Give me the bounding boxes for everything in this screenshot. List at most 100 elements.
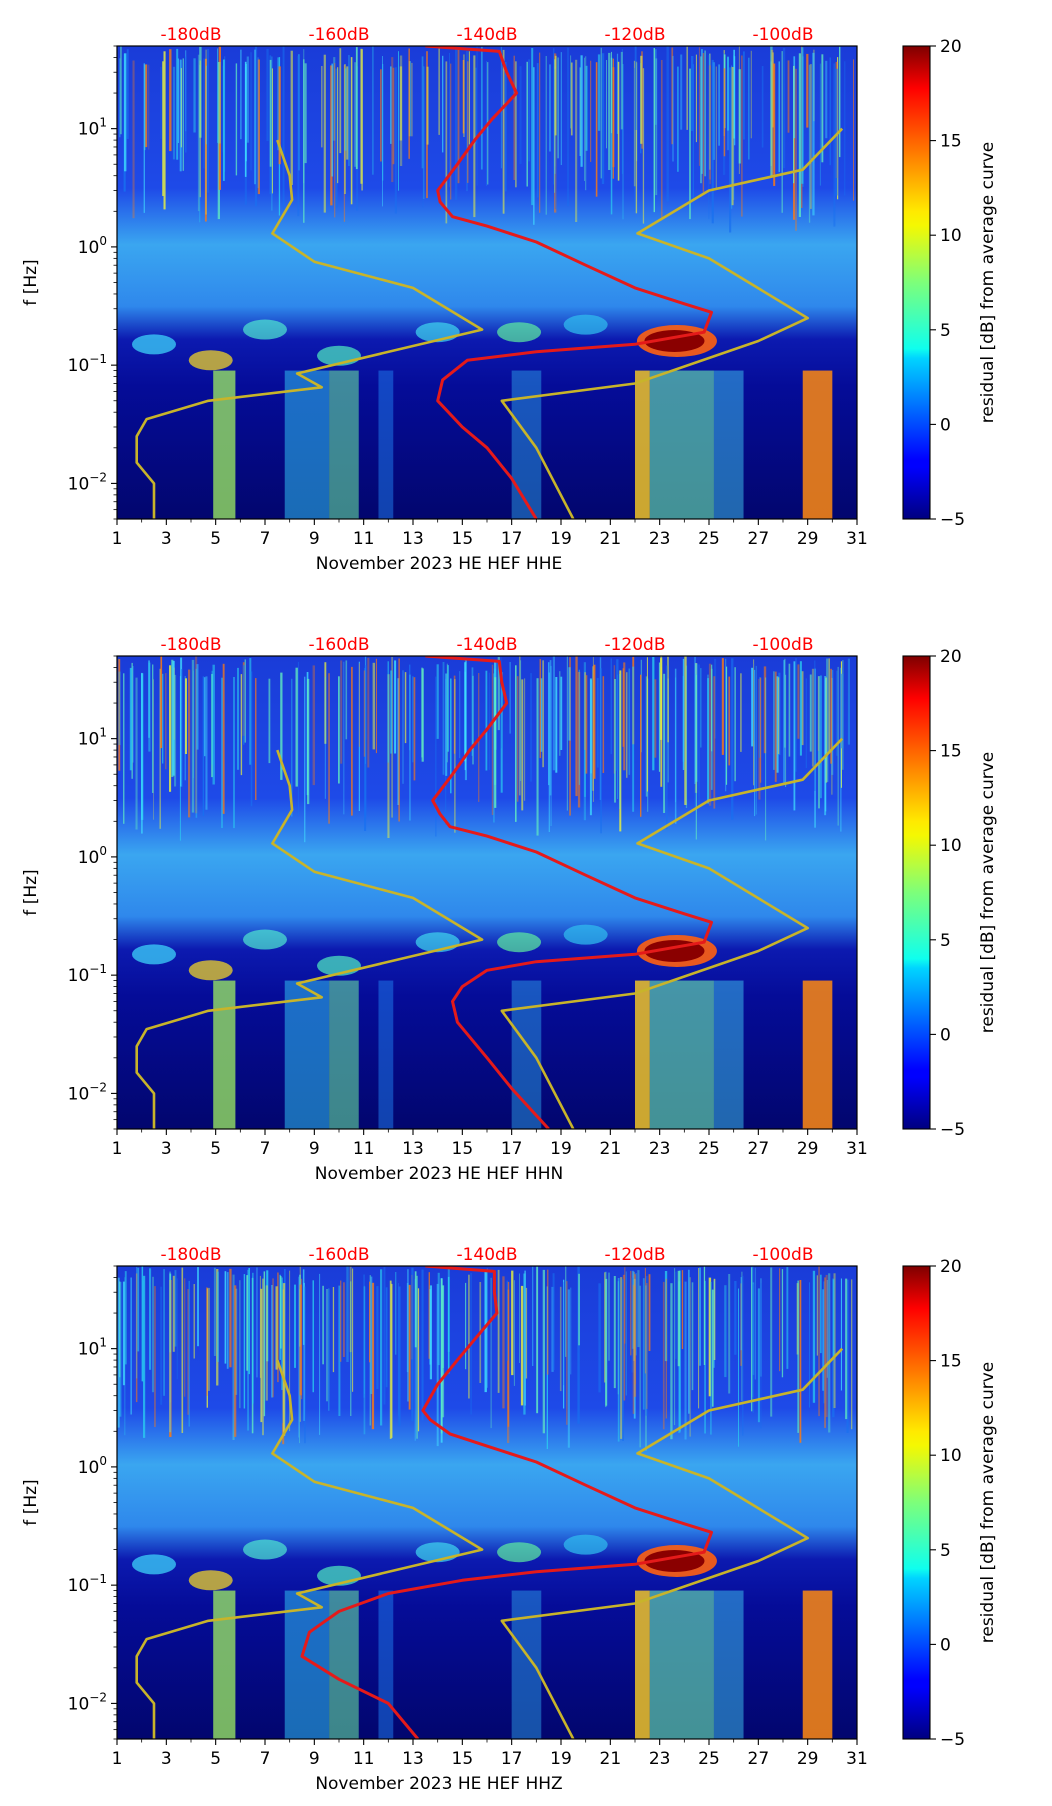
top-db-label: -120dB	[604, 25, 665, 45]
y-tick-label: 10−2	[68, 1690, 107, 1714]
colorbar-tick-label: 5	[940, 931, 951, 951]
heatmap-image	[117, 1266, 857, 1739]
x-tick-label: 29	[797, 529, 819, 549]
x-tick-label: 23	[649, 1139, 671, 1159]
x-tick-label: 31	[846, 529, 868, 549]
x-tick-label: 13	[402, 1749, 424, 1769]
y-tick-exponent: −1	[89, 352, 107, 366]
colorbar-frame	[902, 655, 931, 1130]
colorbar-tick-label: 5	[940, 321, 951, 341]
y-tick-exponent: −2	[89, 1080, 107, 1094]
x-tick-label: 23	[649, 529, 671, 549]
y-tick-label: 10−2	[68, 1080, 107, 1104]
y-tick-base: 10	[68, 1084, 90, 1104]
x-tick-label: 7	[260, 529, 271, 549]
colorbar-label: residual [dB] from average curve	[978, 1362, 998, 1643]
x-tick-label: 21	[600, 1749, 622, 1769]
top-db-label: -160dB	[308, 1245, 369, 1265]
x-axis: 1 3 5 7 9 11 13 15 17 19 21 23 25 27 29 31	[112, 1129, 868, 1159]
x-tick-label: 25	[698, 1139, 720, 1159]
top-db-label: -120dB	[604, 635, 665, 655]
y-tick-base: 10	[68, 1694, 90, 1714]
colorbar-label: residual [dB] from average curve	[978, 752, 998, 1033]
colorbar-tick-label: 20	[940, 647, 962, 667]
x-tick-label: 25	[698, 529, 720, 549]
y-tick-base: 10	[68, 1576, 90, 1596]
y-tick-exponent: 0	[99, 844, 107, 858]
y-tick-exponent: −1	[89, 962, 107, 976]
y-tick-label: 101	[78, 116, 107, 140]
top-db-label: -100dB	[752, 25, 813, 45]
x-tick-label: 27	[748, 1749, 770, 1769]
x-tick-label: 15	[452, 1139, 474, 1159]
colorbar-tick-label: 10	[940, 226, 962, 246]
noise-model-curve-1	[135, 139, 484, 519]
x-tick-label: 11	[353, 1139, 375, 1159]
x-tick-label: 13	[402, 529, 424, 549]
colorbar-tick-label: −5	[940, 1120, 965, 1140]
x-tick-label: 31	[846, 1749, 868, 1769]
colorbar-tick-label: 20	[940, 1257, 962, 1277]
noise-model-curve-2	[500, 127, 844, 519]
x-axis-label: November 2023 HE HEF HHE	[316, 554, 562, 574]
x-tick-label: 31	[846, 1139, 868, 1159]
y-axis-label: f [Hz]	[21, 1479, 41, 1525]
y-tick-base: 10	[78, 848, 100, 868]
x-tick-label: 17	[501, 1139, 523, 1159]
top-db-label: -120dB	[604, 1245, 665, 1265]
colorbar: 20 15 10 5 0 −5 residual [dB] from average cur…	[902, 647, 998, 1140]
colorbar-tick-label: 20	[940, 37, 962, 57]
heatmap-image	[117, 656, 857, 1129]
x-axis: 1 3 5 7 9 11 13 15 17 19 21 23 25 27 29 31	[112, 1739, 868, 1769]
x-tick-label: 27	[748, 1139, 770, 1159]
y-tick-label: 101	[78, 1336, 107, 1360]
x-tick-label: 9	[309, 529, 320, 549]
x-axis-label: November 2023 HE HEF HHN	[315, 1164, 563, 1184]
y-tick-base: 10	[68, 966, 90, 986]
x-tick-label: 5	[210, 529, 221, 549]
y-tick-label: 10−1	[68, 1572, 107, 1596]
y-tick-label: 10−1	[68, 352, 107, 376]
y-tick-exponent: 0	[99, 1454, 107, 1468]
x-axis-label: November 2023 HE HEF HHZ	[315, 1774, 562, 1794]
x-tick-label: 9	[309, 1139, 320, 1159]
x-tick-label: 29	[797, 1749, 819, 1769]
x-tick-label: 11	[353, 529, 375, 549]
x-tick-label: 5	[210, 1139, 221, 1159]
top-db-label: -180dB	[160, 635, 221, 655]
x-tick-label: 13	[402, 1139, 424, 1159]
colorbar-tick-label: 0	[940, 415, 951, 435]
heatmap-bands	[213, 980, 833, 1129]
top-db-axis: -180dB -160dB -140dB -120dB -100dB	[160, 1245, 813, 1265]
colorbar-tick-label: 15	[940, 132, 962, 152]
x-tick-label: 19	[550, 529, 572, 549]
x-tick-label: 3	[161, 529, 172, 549]
colorbar-tick-label: 15	[940, 1352, 962, 1372]
top-db-label: -140dB	[456, 635, 517, 655]
colorbar-tick-label: 0	[940, 1025, 951, 1045]
colorbar: 20 15 10 5 0 −5 residual [dB] from average cur…	[902, 37, 998, 530]
y-tick-base: 10	[68, 474, 90, 494]
x-tick-label: 3	[161, 1139, 172, 1159]
colorbar-tick-label: −5	[940, 510, 965, 530]
noise-model-curve-2	[500, 737, 844, 1129]
y-tick-exponent: 0	[99, 234, 107, 248]
x-tick-label: 3	[161, 1749, 172, 1769]
colorbar-frame	[902, 45, 931, 520]
colorbar-tick-label: 10	[940, 836, 962, 856]
x-tick-label: 5	[210, 1749, 221, 1769]
y-tick-exponent: 1	[99, 116, 107, 130]
heatmap-bands	[213, 370, 833, 519]
x-tick-label: 7	[260, 1749, 271, 1769]
top-db-label: -100dB	[752, 1245, 813, 1265]
top-db-label: -100dB	[752, 635, 813, 655]
noise-model-curve-1	[135, 1359, 484, 1739]
y-tick-exponent: 1	[99, 726, 107, 740]
y-tick-exponent: 1	[99, 1336, 107, 1350]
colorbar-frame	[902, 1265, 931, 1740]
x-tick-label: 7	[260, 1139, 271, 1159]
x-tick-label: 1	[112, 529, 123, 549]
